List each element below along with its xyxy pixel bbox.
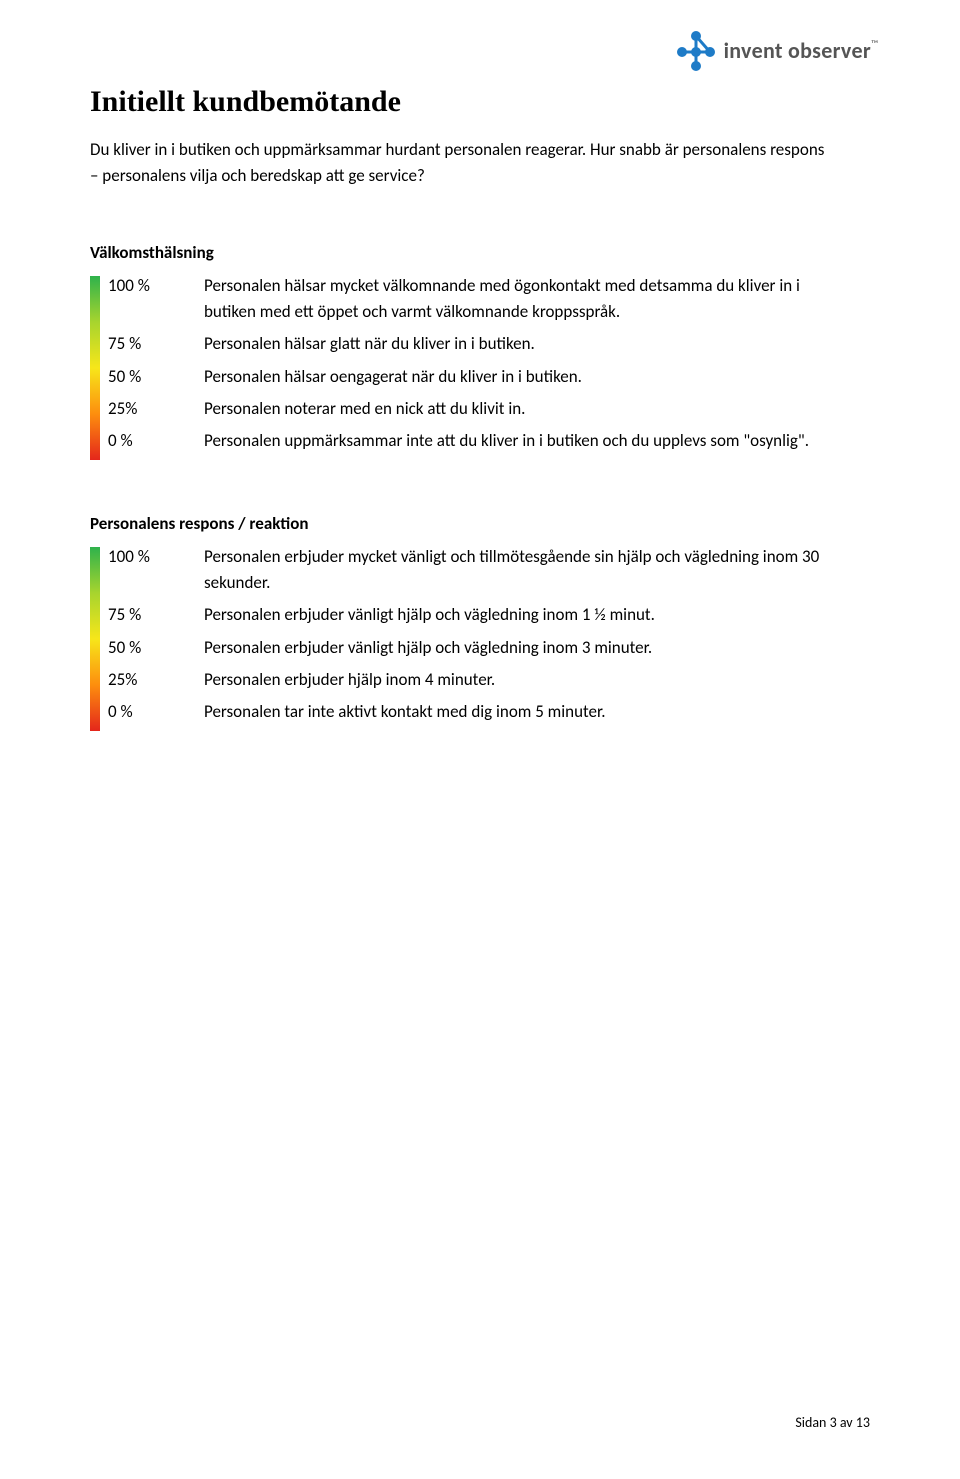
logo-text-main: invent observer (724, 37, 871, 64)
rating-percent: 50 % (108, 635, 204, 661)
rating-description: Personalen erbjuder vänligt hjälp och vä… (204, 602, 854, 628)
rating-rows: 100 %Personalen erbjuder mycket vänligt … (108, 544, 870, 732)
rating-percent: 75 % (108, 602, 204, 628)
rating-percent: 75 % (108, 331, 204, 357)
rating-gradient-bar (90, 276, 100, 460)
rating-description: Personalen erbjuder mycket vänligt och t… (204, 544, 854, 597)
rating-percent: 25% (108, 396, 204, 422)
rating-description: Personalen hälsar glatt när du kliver in… (204, 331, 854, 357)
rating-row: 50 %Personalen erbjuder vänligt hjälp oc… (108, 635, 870, 661)
rating-row: 0 %Personalen tar inte aktivt kontakt me… (108, 699, 870, 725)
intro-text: Du kliver in i butiken och uppmärksammar… (90, 137, 830, 190)
rating-description: Personalen erbjuder vänligt hjälp och vä… (204, 635, 854, 661)
rating-row: 50 %Personalen hälsar oengagerat när du … (108, 364, 870, 390)
section-title: Välkomsthälsning (90, 242, 870, 263)
rating-section: Välkomsthälsning 100 %Personalen hälsar m… (90, 242, 870, 461)
section-title: Personalens respons / reaktion (90, 513, 870, 534)
logo-mark-icon (674, 28, 718, 72)
rating-block: 100 %Personalen erbjuder mycket vänligt … (90, 544, 870, 732)
rating-row: 0 %Personalen uppmärksammar inte att du … (108, 428, 870, 454)
logo-tm: ™ (871, 37, 878, 50)
rating-description: Personalen tar inte aktivt kontakt med d… (204, 699, 854, 725)
rating-row: 75 %Personalen hälsar glatt när du klive… (108, 331, 870, 357)
rating-percent: 25% (108, 667, 204, 693)
rating-rows: 100 %Personalen hälsar mycket välkomnand… (108, 273, 870, 461)
rating-description: Personalen uppmärksammar inte att du kli… (204, 428, 854, 454)
page-footer: Sidan 3 av 13 (795, 1414, 870, 1431)
rating-row: 75 %Personalen erbjuder vänligt hjälp oc… (108, 602, 870, 628)
sections-container: Välkomsthälsning100 %Personalen hälsar m… (90, 242, 870, 732)
rating-percent: 50 % (108, 364, 204, 390)
rating-percent: 0 % (108, 699, 204, 725)
page-title: Initiellt kundbemötande (90, 85, 870, 119)
rating-gradient-bar (90, 547, 100, 731)
rating-row: 100 %Personalen erbjuder mycket vänligt … (108, 544, 870, 597)
rating-row: 25%Personalen noterar med en nick att du… (108, 396, 870, 422)
rating-percent: 100 % (108, 273, 204, 299)
rating-percent: 0 % (108, 428, 204, 454)
rating-description: Personalen noterar med en nick att du kl… (204, 396, 854, 422)
rating-row: 25%Personalen erbjuder hjälp inom 4 minu… (108, 667, 870, 693)
rating-description: Personalen hälsar oengagerat när du kliv… (204, 364, 854, 390)
rating-description: Personalen erbjuder hjälp inom 4 minuter… (204, 667, 854, 693)
rating-row: 100 %Personalen hälsar mycket välkomnand… (108, 273, 870, 326)
rating-block: 100 %Personalen hälsar mycket välkomnand… (90, 273, 870, 461)
logo-text: invent observer™ (724, 37, 878, 64)
rating-description: Personalen hälsar mycket välkomnande med… (204, 273, 854, 326)
rating-percent: 100 % (108, 544, 204, 570)
rating-section: Personalens respons / reaktion100 %Perso… (90, 513, 870, 732)
page: invent observer™ Initiellt kundbemötande… (0, 0, 960, 1479)
logo: invent observer™ (674, 28, 878, 72)
